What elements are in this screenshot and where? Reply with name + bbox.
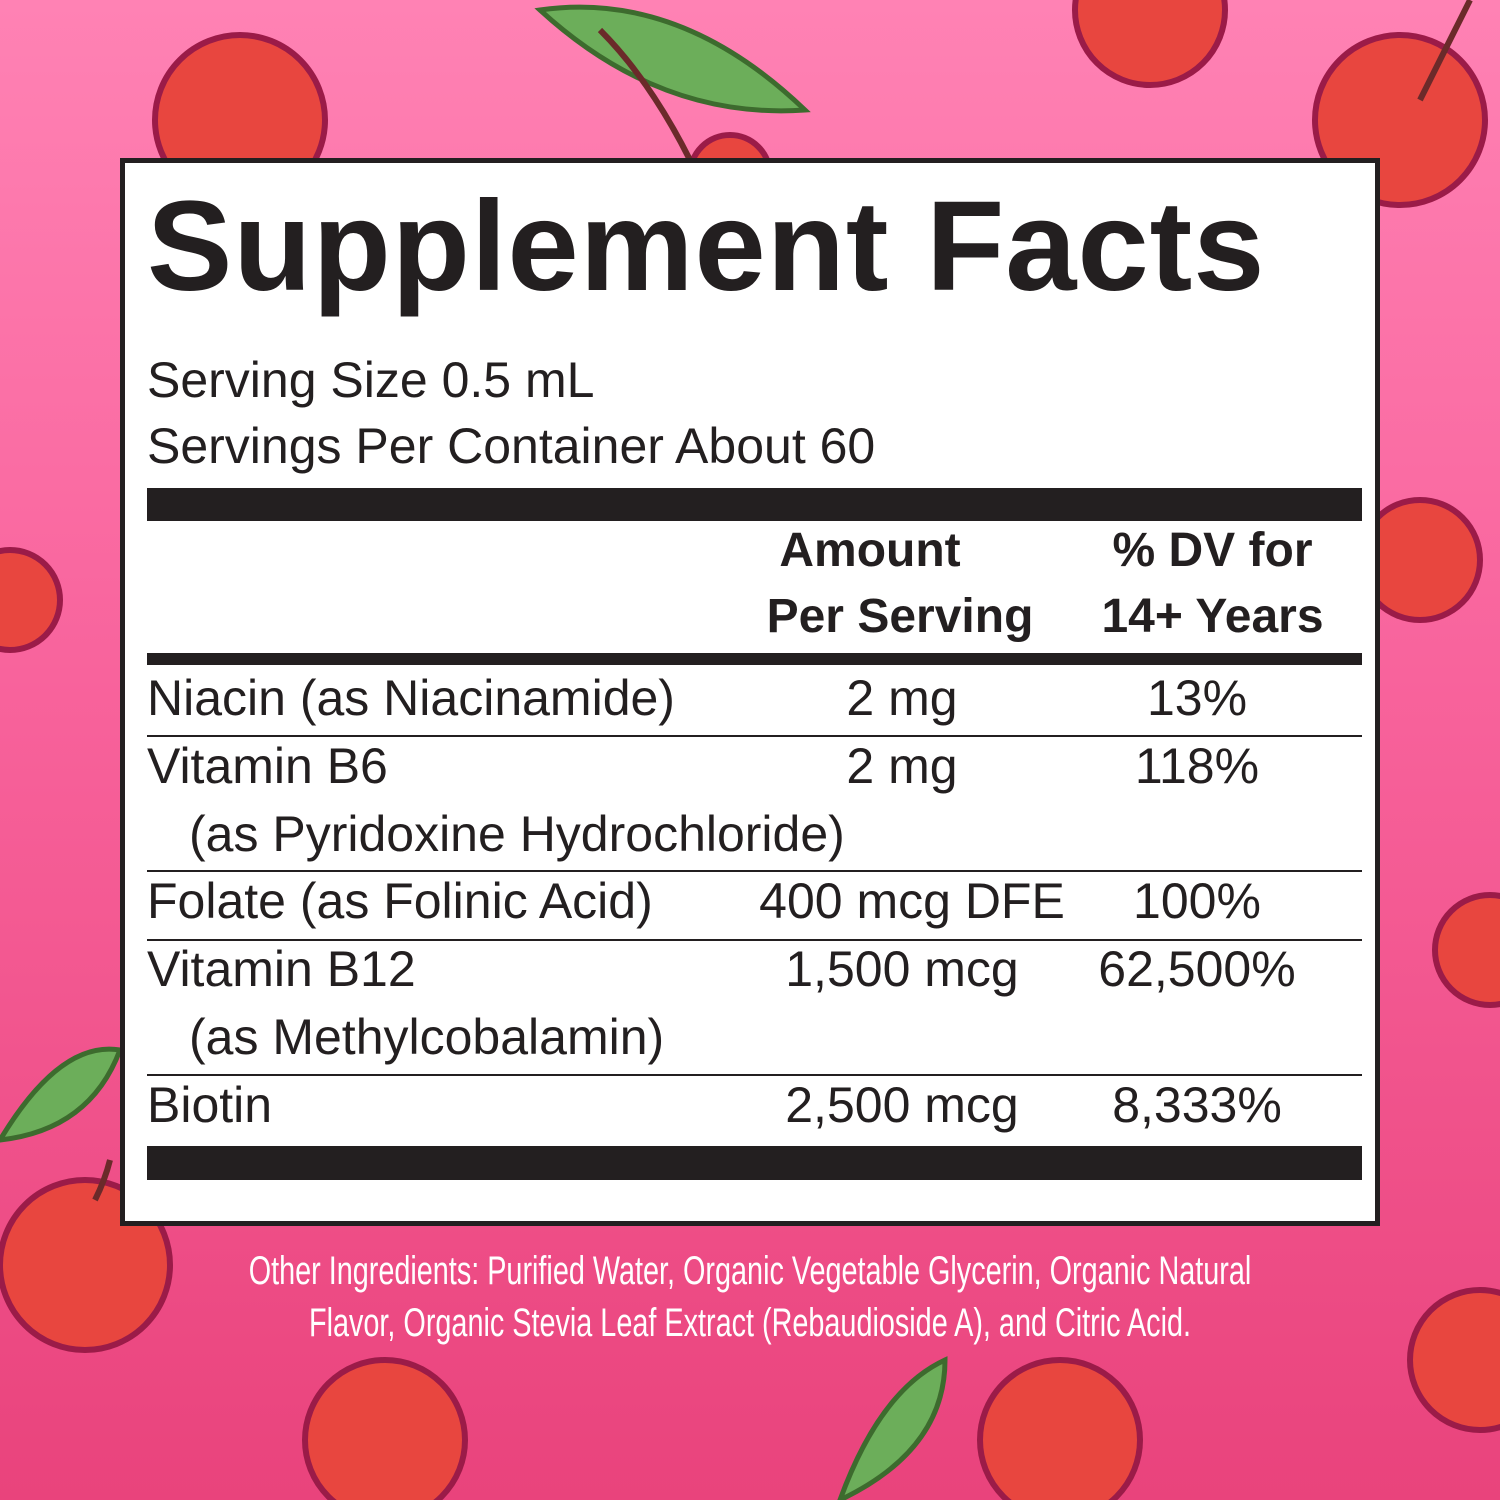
other-ingredients-line2: Flavor, Organic Stevia Leaf Extract (Reb… <box>308 1301 1192 1345</box>
dv-header: % DV for 14+ Years <box>1080 518 1345 650</box>
dv-header-line2: 14+ Years <box>1101 590 1324 643</box>
amount-header-line2: Per Serving <box>766 590 1034 643</box>
row-divider <box>147 939 1362 941</box>
row-divider <box>147 735 1362 737</box>
nutrient-dv: 8,333% <box>1112 1077 1282 1133</box>
amount-header: Amount Per Serving <box>720 518 1080 650</box>
supplement-facts-panel: Supplement Facts Serving Size 0.5 mL Ser… <box>120 158 1380 1226</box>
servings-per-container: Servings Per Container About 60 <box>147 418 876 474</box>
nutrient-dv: 118% <box>1134 738 1260 794</box>
nutrient-amount: 2,500 mcg <box>785 1077 1019 1133</box>
thick-divider <box>147 1146 1362 1180</box>
serving-size: Serving Size 0.5 mL <box>147 352 595 408</box>
nutrient-amount: 1,500 mcg <box>785 941 1019 997</box>
thick-divider <box>147 488 1362 521</box>
panel-title: Supplement Facts <box>147 175 1266 318</box>
nutrient-name: Folate (as Folinic Acid) <box>147 873 653 929</box>
other-ingredients-line1: Other Ingredients: Purified Water, Organ… <box>248 1249 1252 1293</box>
amount-header-line1: Amount <box>779 524 961 577</box>
nutrient-name: Niacin (as Niacinamide) <box>147 670 675 726</box>
nutrient-dv: 13% <box>1146 670 1248 726</box>
dv-header-line1: % DV for <box>1112 524 1313 577</box>
nutrient-form: (as Pyridoxine Hydrochloride) <box>189 806 845 862</box>
nutrient-name: Vitamin B6 <box>147 738 388 794</box>
nutrient-name: Biotin <box>147 1077 273 1133</box>
nutrient-amount: 2 mg <box>846 738 958 794</box>
nutrient-dv: 62,500% <box>1098 941 1296 997</box>
nutrient-amount: 2 mg <box>846 670 958 726</box>
nutrient-form: (as Methylcobalamin) <box>189 1009 665 1065</box>
row-divider <box>147 870 1362 872</box>
nutrient-dv: 100% <box>1133 873 1261 929</box>
nutrient-name: Vitamin B12 <box>147 941 416 997</box>
nutrient-amount: 400 mcg DFE <box>759 873 1065 929</box>
medium-divider <box>147 653 1362 665</box>
row-divider <box>147 1074 1362 1076</box>
